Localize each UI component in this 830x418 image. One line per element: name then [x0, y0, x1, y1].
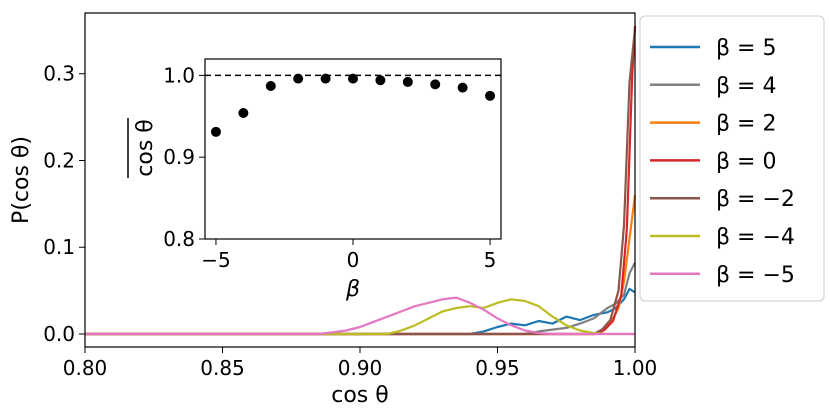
- series-line-6: [85, 296, 635, 336]
- main-chart: 0.80 0.85 0.90 0.95 1.00 0.00.10.20.3 cos θ …: [9, 12, 658, 408]
- inset-point: [485, 90, 496, 101]
- main-x-ticks: 0.80 0.85 0.90 0.95 1.00: [63, 347, 658, 380]
- inset-chart: −5 0 5 0.8 0.9 1.0 β cos θ: [127, 58, 502, 302]
- main-y-tick-label: 0.1: [43, 235, 75, 259]
- inset-y-tick-label: 1.0: [163, 63, 195, 87]
- inset-point: [210, 126, 221, 137]
- inset-point: [348, 73, 358, 84]
- inset-x-tick-label: 5: [484, 248, 497, 272]
- main-x-tick-label: 0.90: [338, 356, 383, 380]
- legend-label: β = −2: [716, 187, 795, 212]
- series-line-5: [85, 298, 635, 336]
- inset-y-ticks: 0.8 0.9 1.0: [163, 63, 205, 251]
- legend-label: β = 4: [716, 74, 776, 99]
- inset-y-tick-label: 0.9: [163, 145, 195, 169]
- inset-y-axis-label-text: cos θ: [133, 119, 158, 176]
- inset-point: [293, 73, 304, 84]
- main-series-layer: [85, 25, 637, 336]
- inset-point: [375, 75, 386, 86]
- inset-points: [210, 73, 496, 137]
- inset-point: [402, 76, 413, 87]
- inset-point: [430, 79, 441, 90]
- inset-x-ticks: −5 0 5: [201, 239, 496, 272]
- inset-y-tick-label: 0.8: [163, 227, 195, 251]
- inset-background: [205, 59, 501, 239]
- inset-x-tick-label: 0: [347, 248, 360, 272]
- main-y-tick-label: 0.2: [43, 148, 75, 172]
- main-y-ticks: 0.0 0.1 0.2 0.3: [43, 62, 85, 346]
- inset-point: [457, 82, 468, 93]
- main-x-tick-label: 0.80: [63, 356, 108, 380]
- legend-label: β = −4: [716, 225, 795, 250]
- legend-label: β = 0: [716, 149, 776, 174]
- inset-y-axis-label: cos θ: [127, 118, 158, 178]
- main-y-tick-label: 0.3: [43, 62, 75, 86]
- main-x-tick-label: 0.95: [475, 356, 520, 380]
- main-y-tick-label: 0.0: [43, 322, 75, 346]
- main-y-axis-label: P(cos θ): [9, 136, 34, 224]
- inset-x-axis-label: β: [345, 277, 360, 302]
- main-x-tick-label: 1.00: [613, 356, 658, 380]
- inset-point: [265, 81, 276, 91]
- legend-label: β = 5: [716, 36, 776, 61]
- inset-x-tick-label: −5: [201, 248, 230, 272]
- main-x-axis-label: cos θ: [331, 383, 388, 408]
- legend: β = 5 β = 4 β = 2 β = 0 β = −2 β = −4 β = −5: [639, 15, 825, 302]
- legend-label: β = 2: [716, 112, 776, 137]
- inset-point: [238, 108, 249, 118]
- inset-point: [320, 73, 331, 84]
- legend-box: [639, 15, 825, 302]
- legend-label: β = −5: [716, 263, 795, 288]
- main-x-tick-label: 0.85: [200, 356, 245, 380]
